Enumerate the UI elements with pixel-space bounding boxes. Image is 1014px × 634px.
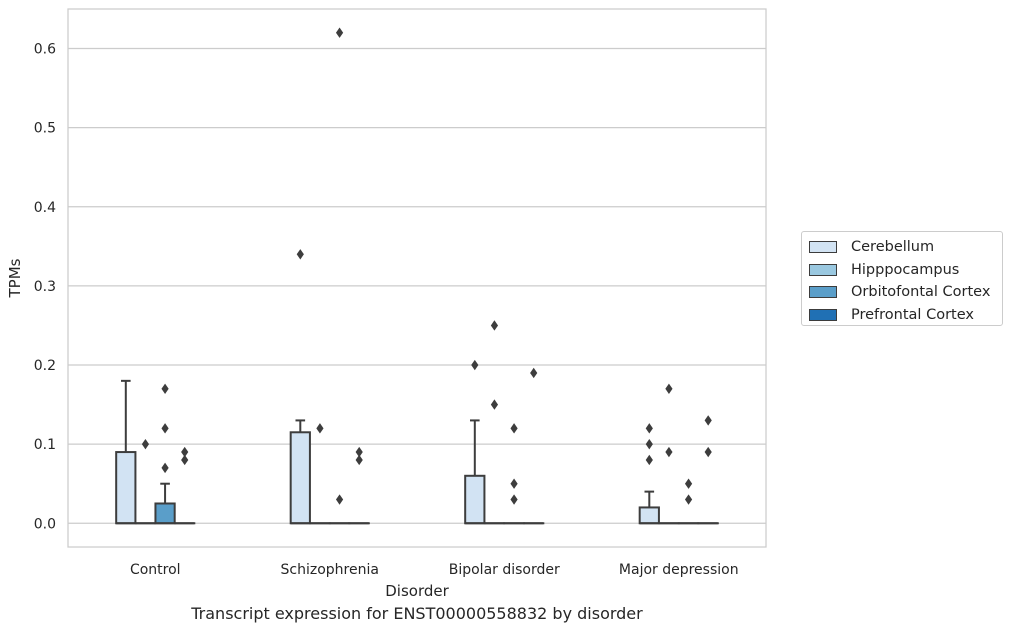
legend-swatch [809,286,837,299]
figure-caption: Transcript expression for ENST0000055883… [191,604,643,623]
box-glyph [697,415,719,525]
legend-item: Cerebellum [809,236,1002,259]
box-glyph [154,383,176,525]
outlier-point [355,446,363,458]
outlier-point [335,27,344,38]
outlier-point [665,446,673,458]
outlier-point [161,423,169,434]
legend-item: Orbitofontal Cortex [809,281,1002,304]
box-glyph [523,367,545,525]
outlier-point [704,446,712,458]
y-axis-ticks: 0.0 0.1 0.2 0.3 0.4 0.5 0.6 [34,42,56,533]
plot-area-frame [67,8,767,548]
x-tick-label: Control [130,562,181,578]
iqr-box [115,451,137,525]
box-glyph [328,27,351,525]
box-series-layer [115,27,719,525]
outlier-point [665,383,673,394]
x-tick-label: Schizophrenia [281,562,379,578]
box-glyph [483,320,506,525]
outlier-point [490,320,499,331]
box-glyph [503,423,525,525]
iqr-box [464,474,486,525]
series-cerebellum [115,249,660,525]
box-glyph [174,446,196,525]
series-hipppocampus [134,320,680,525]
legend-label: Hipppocampus [851,261,960,278]
x-tick-label: Bipolar disorder [449,562,560,578]
x-axis-title: Disorder [385,582,449,600]
box-glyph [289,249,311,525]
outlier-point [510,423,518,434]
outlier-point [490,399,499,410]
y-axis-title: TPMs [6,258,24,298]
legend: Cerebellum Hipppocampus Orbitofontal Corte… [801,231,1003,326]
y-tick-label: 0.4 [34,200,56,216]
outlier-point [355,454,363,466]
y-tick-label: 0.2 [34,358,56,374]
box-glyph [638,423,660,525]
iqr-box [289,431,311,525]
outlier-point [181,446,189,458]
outlier-point [530,367,538,379]
legend-item: Hipppocampus [809,259,1002,282]
outlier-point [471,359,479,371]
outlier-point [704,415,712,426]
outlier-point [161,383,169,394]
outlier-point [296,249,304,260]
outlier-point [684,478,693,489]
legend-item: Prefrontal Cortex [809,304,1002,327]
outlier-point [684,494,693,505]
outlier-point [335,494,344,505]
outlier-point [645,438,653,450]
outlier-point [645,454,653,466]
y-gridlines [68,47,766,524]
box-glyph [115,379,137,525]
x-axis-ticks: Control Schizophrenia Bipolar disorder Majo… [130,562,739,578]
y-tick-label: 0.3 [34,279,56,295]
legend-swatch [809,263,837,276]
outlier-point [316,423,324,434]
box-glyph [134,438,157,525]
outlier-point [181,454,189,466]
outlier-point [645,423,653,434]
legend-label: Orbitofontal Cortex [851,284,991,301]
y-tick-label: 0.0 [34,516,56,532]
series-prefrontal-cortex [174,367,719,525]
iqr-box [638,506,660,525]
iqr-box [154,502,176,525]
x-tick-label: Major depression [619,562,739,578]
outlier-point [161,462,169,474]
y-tick-label: 0.1 [34,437,56,453]
legend-label: Cerebellum [851,239,935,256]
box-glyph [677,478,700,525]
legend-swatch [809,241,837,254]
box-glyph [464,359,486,525]
y-tick-label: 0.6 [34,42,56,58]
box-glyph [348,446,370,525]
box-glyph [658,383,680,525]
outlier-point [141,438,150,450]
legend-swatch [809,308,837,321]
outlier-point [510,478,518,489]
box-glyph [309,423,331,525]
series-orbitofontal-cortex [154,27,700,525]
outlier-point [510,494,518,505]
legend-label: Prefrontal Cortex [851,306,974,323]
y-tick-label: 0.5 [34,121,56,137]
